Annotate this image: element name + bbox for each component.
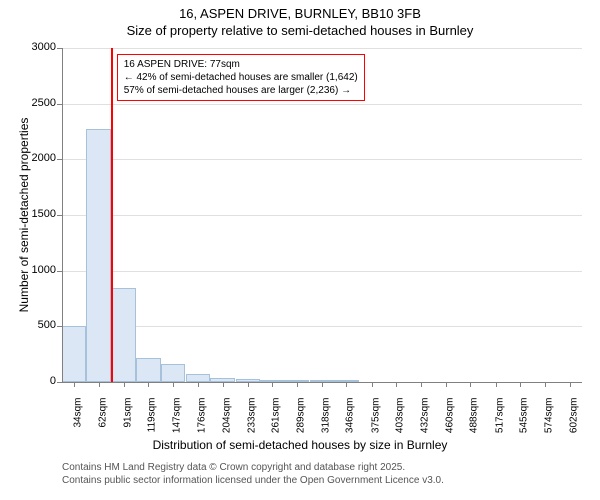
gridline: [62, 326, 582, 327]
chart-title-block: 16, ASPEN DRIVE, BURNLEY, BB10 3FB Size …: [0, 0, 600, 38]
x-axis-line: [62, 382, 582, 383]
x-tick-label: 119sqm: [147, 398, 158, 440]
gridline: [62, 159, 582, 160]
gridline: [62, 271, 582, 272]
gridline: [62, 215, 582, 216]
chart-title-line1: 16, ASPEN DRIVE, BURNLEY, BB10 3FB: [0, 6, 600, 21]
annotation-line2: ← 42% of semi-detached houses are smalle…: [124, 71, 358, 84]
histogram-bar: [186, 374, 210, 382]
chart-container: 16, ASPEN DRIVE, BURNLEY, BB10 3FB Size …: [0, 0, 600, 500]
footer-line1: Contains HM Land Registry data © Crown c…: [62, 462, 405, 473]
x-tick-label: 460sqm: [444, 398, 455, 440]
y-axis-line: [62, 48, 63, 382]
chart-title-line2: Size of property relative to semi-detach…: [0, 23, 600, 38]
x-tick-label: 346sqm: [345, 398, 356, 440]
x-axis-label: Distribution of semi-detached houses by …: [0, 438, 600, 452]
x-tick-label: 147sqm: [171, 398, 182, 440]
annotation-line3: 57% of semi-detached houses are larger (…: [124, 84, 358, 97]
plot-area: 05001000150020002500300034sqm62sqm91sqm1…: [62, 48, 582, 382]
footer-line2: Contains public sector information licen…: [62, 475, 444, 486]
y-tick-label: 0: [18, 375, 56, 387]
x-tick-label: 602sqm: [568, 398, 579, 440]
x-tick-label: 545sqm: [519, 398, 530, 440]
annotation-box: 16 ASPEN DRIVE: 77sqm← 42% of semi-detac…: [117, 54, 365, 101]
x-tick-label: 318sqm: [321, 398, 332, 440]
x-tick-label: 34sqm: [73, 398, 84, 440]
x-tick-label: 403sqm: [395, 398, 406, 440]
property-marker-line: [111, 48, 113, 382]
gridline: [62, 104, 582, 105]
x-tick-label: 91sqm: [122, 398, 133, 440]
gridline: [62, 48, 582, 49]
histogram-bar: [161, 364, 185, 382]
histogram-bar: [112, 288, 136, 382]
x-tick-label: 233sqm: [246, 398, 257, 440]
histogram-bar: [136, 358, 160, 382]
x-tick-label: 488sqm: [469, 398, 480, 440]
histogram-bar: [62, 326, 86, 382]
x-tick-label: 574sqm: [544, 398, 555, 440]
x-tick-label: 261sqm: [271, 398, 282, 440]
x-tick-label: 204sqm: [221, 398, 232, 440]
x-tick-label: 517sqm: [494, 398, 505, 440]
x-tick-label: 176sqm: [197, 398, 208, 440]
y-axis-label: Number of semi-detached properties: [17, 105, 31, 325]
x-tick-label: 289sqm: [295, 398, 306, 440]
annotation-line1: 16 ASPEN DRIVE: 77sqm: [124, 58, 358, 71]
histogram-bar: [86, 129, 110, 382]
x-tick-label: 62sqm: [97, 398, 108, 440]
x-tick-label: 432sqm: [420, 398, 431, 440]
x-tick-label: 375sqm: [370, 398, 381, 440]
y-tick-label: 3000: [18, 41, 56, 53]
